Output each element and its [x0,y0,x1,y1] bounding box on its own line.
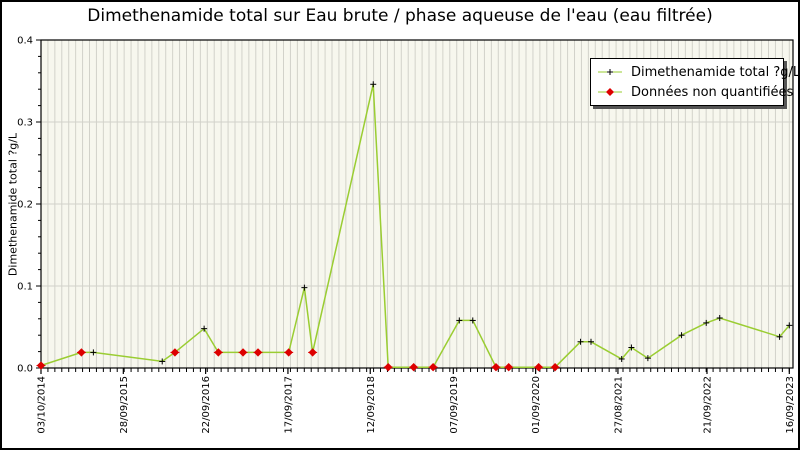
x-tick-label: 16/09/2023 [785,376,796,434]
y-tick-label: 0.4 [17,36,33,47]
x-tick-label: 28/09/2015 [119,376,130,434]
x-tick-label: 22/09/2016 [201,376,212,434]
legend-label-quantified: Dimethenamide total ?g/L [631,64,800,80]
y-tick-label: 0.1 [17,282,33,293]
y-tick-label: 0.3 [17,118,33,129]
x-tick-label: 17/09/2017 [283,376,294,434]
chart-title: Dimethenamide total sur Eau brute / phas… [87,6,713,26]
legend: Dimethenamide total ?g/L Données non qua… [590,58,798,106]
series-line [40,84,790,368]
x-tick-label: 03/10/2014 [37,376,48,434]
x-tick-label: 07/09/2019 [449,376,460,434]
x-tick-label: 12/09/2018 [366,376,377,434]
legend-item-quantified: Dimethenamide total ?g/L [597,63,798,81]
legend-item-non-quantified: Données non quantifiées [597,83,793,101]
x-tick-label: 01/09/2020 [531,376,542,434]
y-tick-label: 0.0 [17,364,33,375]
x-tick-label: 27/08/2021 [613,376,624,434]
legend-red-diamond-icon [598,88,622,96]
y-tick-label: 0.2 [17,200,33,211]
x-tick-label: 21/09/2022 [702,376,713,434]
legend-label-non-quantified: Données non quantifiées [631,84,794,100]
legend-black-plus-icon [598,69,622,75]
